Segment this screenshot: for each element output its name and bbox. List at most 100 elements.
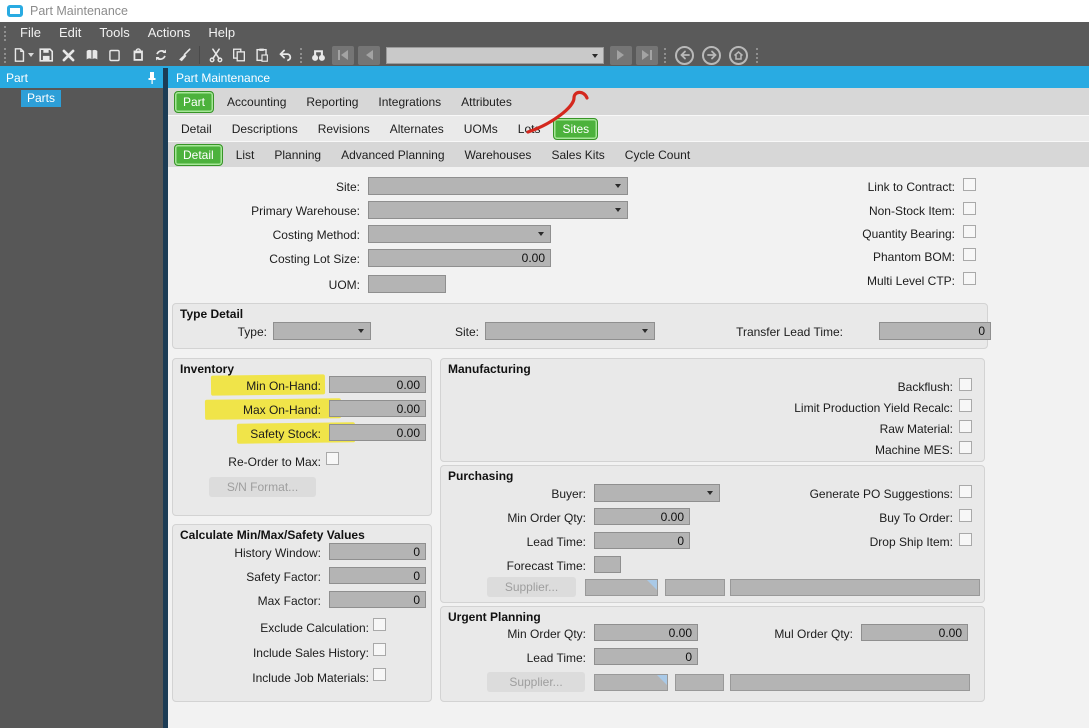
purchasing-supplier-field-3[interactable] <box>730 579 980 596</box>
paste-button[interactable] <box>250 45 273 65</box>
phantom-bom-checkbox[interactable] <box>963 248 976 261</box>
limit-production-yield-recalc-checkbox[interactable] <box>959 399 972 412</box>
backflush-checkbox[interactable] <box>959 378 972 391</box>
back-button[interactable] <box>675 45 694 65</box>
tab-lots[interactable]: Lots <box>517 121 541 136</box>
home-button[interactable] <box>729 45 748 65</box>
costing-method-dropdown[interactable] <box>368 225 551 243</box>
tab-sites[interactable]: Sites <box>553 117 599 140</box>
purchasing-lead-time-field[interactable]: 0 <box>594 532 690 549</box>
tab-cycle-count[interactable]: Cycle Count <box>624 147 691 162</box>
toolbar-grip-handle[interactable] <box>4 47 8 63</box>
urgent-supplier-field-1[interactable] <box>594 674 668 691</box>
toolbar-grip-handle[interactable] <box>664 47 668 63</box>
buy-to-order-checkbox[interactable] <box>959 509 972 522</box>
browse-button[interactable] <box>80 45 103 65</box>
find-button[interactable] <box>307 45 330 65</box>
non-stock-item-checkbox[interactable] <box>963 202 976 215</box>
save-button[interactable] <box>34 45 57 65</box>
sidebar-item-parts[interactable]: Parts <box>21 90 62 107</box>
record-combobox[interactable] <box>386 46 604 64</box>
menu-file[interactable]: File <box>20 25 41 40</box>
type-dropdown[interactable] <box>273 322 371 340</box>
tab-revisions[interactable]: Revisions <box>317 121 370 136</box>
tab-integrations[interactable]: Integrations <box>378 94 442 109</box>
nav-first-button[interactable] <box>332 45 354 65</box>
tab-sales-kits[interactable]: Sales Kits <box>551 147 605 162</box>
panel-splitter[interactable] <box>163 68 168 728</box>
urgent-min-order-qty-field[interactable]: 0.00 <box>594 624 698 641</box>
type-site-dropdown[interactable] <box>485 322 655 340</box>
urgent-lead-time-field[interactable]: 0 <box>594 648 698 665</box>
cut-button[interactable] <box>204 45 227 65</box>
nav-next-button[interactable] <box>610 45 632 65</box>
tab-detail[interactable]: Detail <box>181 121 212 136</box>
urgent-supplier-button[interactable]: Supplier... <box>487 672 585 692</box>
tab-planning[interactable]: Planning <box>274 147 322 162</box>
tab-accounting[interactable]: Accounting <box>227 94 287 109</box>
tab-reporting[interactable]: Reporting <box>306 94 359 109</box>
raw-material-checkbox[interactable] <box>959 420 972 433</box>
mul-order-qty-field[interactable]: 0.00 <box>861 624 968 641</box>
delete-button[interactable] <box>57 45 80 65</box>
uom-field[interactable] <box>368 275 446 293</box>
min-on-hand-field[interactable]: 0.00 <box>329 376 426 393</box>
backflush-label: Backflush: <box>897 380 953 394</box>
safety-stock-field[interactable]: 0.00 <box>329 424 426 441</box>
machine-mes-checkbox[interactable] <box>959 441 972 454</box>
menu-edit[interactable]: Edit <box>58 25 82 40</box>
drop-ship-item-checkbox[interactable] <box>959 533 972 546</box>
tab-advanced-planning[interactable]: Advanced Planning <box>341 147 445 162</box>
generate-po-suggestions-checkbox[interactable] <box>959 485 972 498</box>
menu-actions[interactable]: Actions <box>147 25 191 40</box>
tab-alternates[interactable]: Alternates <box>389 121 444 136</box>
purchasing-supplier-field-2[interactable] <box>665 579 725 596</box>
transfer-lead-time-field[interactable]: 0 <box>879 322 991 340</box>
sn-format-button[interactable]: S/N Format... <box>209 477 316 497</box>
new-button[interactable] <box>11 45 34 65</box>
urgent-supplier-field-2[interactable] <box>675 674 724 691</box>
exclude-calculation-checkbox[interactable] <box>373 618 386 631</box>
tab-uoms[interactable]: UOMs <box>463 121 498 136</box>
menu-tools[interactable]: Tools <box>99 25 130 40</box>
tab-warehouses[interactable]: Warehouses <box>464 147 532 162</box>
max-factor-field[interactable]: 0 <box>329 591 426 608</box>
tab-sites-detail[interactable]: Detail <box>174 143 223 166</box>
include-job-materials-checkbox[interactable] <box>373 668 386 681</box>
link-to-contract-checkbox[interactable] <box>963 178 976 191</box>
reorder-to-max-checkbox[interactable] <box>326 452 339 465</box>
toolbar-grip-handle[interactable] <box>756 47 760 63</box>
urgent-supplier-field-3[interactable] <box>730 674 970 691</box>
history-window-field[interactable]: 0 <box>329 543 426 560</box>
purchasing-supplier-field-1[interactable] <box>585 579 658 596</box>
tab-descriptions[interactable]: Descriptions <box>231 121 298 136</box>
tab-list[interactable]: List <box>235 147 255 162</box>
max-on-hand-field[interactable]: 0.00 <box>329 400 426 417</box>
costing-lot-size-field[interactable]: 0.00 <box>368 249 551 267</box>
primary-warehouse-dropdown[interactable] <box>368 201 628 219</box>
attachments-button[interactable] <box>126 45 149 65</box>
site-dropdown[interactable] <box>368 177 628 195</box>
nav-last-button[interactable] <box>636 45 658 65</box>
copy-button[interactable] <box>227 45 250 65</box>
menubar-grip-handle[interactable] <box>4 25 8 41</box>
forecast-time-field[interactable] <box>594 556 621 573</box>
pin-icon[interactable] <box>146 71 158 85</box>
buyer-dropdown[interactable] <box>594 484 720 502</box>
menu-help[interactable]: Help <box>208 25 236 40</box>
tab-attributes[interactable]: Attributes <box>461 94 512 109</box>
include-sales-history-checkbox[interactable] <box>373 643 386 656</box>
refresh-button[interactable] <box>149 45 172 65</box>
purchasing-min-order-qty-field[interactable]: 0.00 <box>594 508 690 525</box>
clean-button[interactable] <box>172 45 195 65</box>
nav-previous-button[interactable] <box>358 45 380 65</box>
tab-part[interactable]: Part <box>174 90 215 113</box>
safety-factor-field[interactable]: 0 <box>329 567 426 584</box>
quantity-bearing-checkbox[interactable] <box>963 225 976 238</box>
undo-button[interactable] <box>273 45 296 65</box>
note-button[interactable] <box>103 45 126 65</box>
forward-button[interactable] <box>702 45 721 65</box>
toolbar-grip-handle[interactable] <box>300 47 304 63</box>
purchasing-supplier-button[interactable]: Supplier... <box>487 577 576 597</box>
multi-level-ctp-checkbox[interactable] <box>963 272 976 285</box>
